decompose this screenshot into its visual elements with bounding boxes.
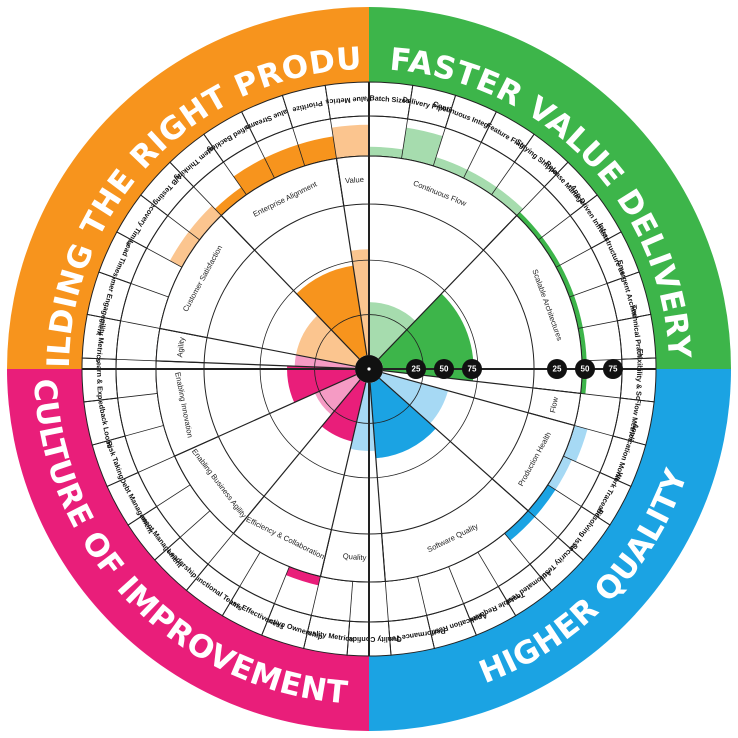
inner-label-quality: Quality <box>342 552 366 563</box>
outer-label-value-metrics: Value Metrics <box>325 94 372 106</box>
inner-spoke <box>233 379 361 534</box>
inner-spoke <box>159 327 356 367</box>
scale-label: 25 <box>553 365 562 374</box>
scale-label: 75 <box>468 365 477 374</box>
outer-label-flexibility-scale: Flexibility & Scale <box>634 349 645 410</box>
scale-marker-outer-75 <box>603 359 623 379</box>
inner-bar-agility <box>294 354 356 369</box>
scale-label: 50 <box>440 365 449 374</box>
inner-bar-enabling-business-agility <box>314 374 361 415</box>
inner-label-value: Value <box>345 175 364 185</box>
inner-spoke <box>220 215 360 360</box>
scale-marker-inner-25 <box>406 359 426 379</box>
inner-spoke <box>156 360 356 370</box>
scale-label: 75 <box>609 365 618 374</box>
scale-markers: 25 50 75 25 50 75 <box>406 359 623 379</box>
scale-marker-outer-25 <box>547 359 567 379</box>
inner-spoke <box>369 382 386 582</box>
inner-label-agility: Agility <box>175 336 186 357</box>
inner-spoke <box>335 158 368 356</box>
inner-bar-efficiency-collaboration <box>321 379 366 442</box>
inner-label-flow: Flow <box>548 396 560 414</box>
scale-label: 25 <box>412 365 421 374</box>
inner-bar-enabling-innovation <box>287 365 357 403</box>
inner-bar-value <box>350 249 369 356</box>
outer-label-learn-exp: Learn & Exp. <box>94 357 105 401</box>
outer-label-batch-sizes: Batch Sizes <box>369 93 410 105</box>
inner-bar-scalable-architectures <box>378 293 474 381</box>
inner-bar-enterprise-alignment <box>296 265 367 359</box>
inner-spoke <box>319 382 367 577</box>
inner-spoke <box>379 377 529 512</box>
center-dot <box>367 367 371 371</box>
inner-spoke <box>378 215 518 360</box>
inner-bar-continuous-flow <box>369 302 416 359</box>
inner-bar-software-quality <box>370 378 436 459</box>
scale-marker-outer-50 <box>575 359 595 379</box>
inner-spoke <box>174 374 357 457</box>
scale-marker-inner-75 <box>462 359 482 379</box>
inner-bar-customer-satisfaction <box>295 315 360 367</box>
inner-spoke <box>382 372 575 427</box>
scale-label: 50 <box>581 365 590 374</box>
inner-bar-production-health <box>379 372 449 424</box>
scale-marker-inner-50 <box>434 359 454 379</box>
